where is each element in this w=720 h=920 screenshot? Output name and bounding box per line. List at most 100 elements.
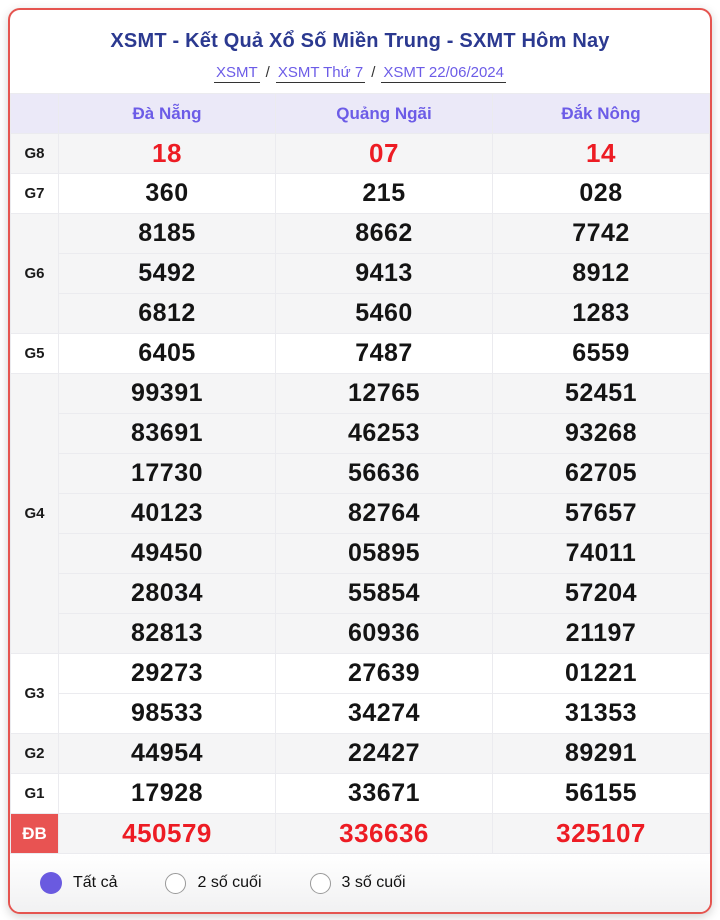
prize-row-G4-2: 83691 46253 93268 — [10, 413, 710, 454]
prize-value: 46253 — [275, 413, 493, 454]
prize-value: 028 — [492, 173, 710, 214]
prize-row-G6-3: 6812 5460 1283 — [10, 293, 710, 334]
prize-label-G8: G8 — [10, 133, 59, 174]
lottery-results-card: XSMT - Kết Quả Xổ Số Miền Trung - SXMT H… — [8, 8, 712, 914]
filter-option-last3[interactable]: 3 số cuối — [309, 872, 406, 894]
radio-unselected-icon — [165, 872, 187, 894]
prize-value: 56636 — [275, 453, 493, 494]
prize-row-G6-1: G6 8185 8662 7742 — [10, 213, 710, 334]
breadcrumb-separator: / — [371, 64, 376, 81]
prize-value: 14 — [492, 133, 710, 174]
prize-value: 56155 — [492, 773, 710, 814]
prize-value: 450579 — [58, 813, 276, 854]
prize-value: 28034 — [58, 573, 276, 614]
filter-option-last2[interactable]: 2 số cuối — [165, 872, 262, 894]
prize-value: 7742 — [492, 213, 710, 254]
prize-value: 336636 — [275, 813, 493, 854]
prize-value: 325107 — [492, 813, 710, 854]
prize-row-G2: G2 44954 22427 89291 — [10, 733, 710, 774]
prize-row-G7: G7 360 215 028 — [10, 173, 710, 214]
prize-row-G1: G1 17928 33671 56155 — [10, 773, 710, 814]
prize-value: 99391 — [58, 373, 276, 414]
prize-value: 44954 — [58, 733, 276, 774]
prize-label-G4: G4 — [10, 373, 59, 654]
prize-value: 49450 — [58, 533, 276, 574]
prize-value: 62705 — [492, 453, 710, 494]
prize-value: 40123 — [58, 493, 276, 534]
prize-label-G2: G2 — [10, 733, 59, 774]
prize-value: 52451 — [492, 373, 710, 414]
prize-value: 22427 — [275, 733, 493, 774]
prize-value: 98533 — [58, 693, 276, 734]
prize-value: 60936 — [275, 613, 493, 654]
prize-value: 8662 — [275, 213, 493, 254]
prize-label-G1: G1 — [10, 773, 59, 814]
prize-row-G4-7: 82813 60936 21197 — [10, 613, 710, 654]
prize-row-G8: G8 18 07 14 — [10, 133, 710, 174]
prize-value: 1283 — [492, 293, 710, 334]
prize-value: 8912 — [492, 253, 710, 294]
prize-value: 6559 — [492, 333, 710, 374]
filter-option-all[interactable]: Tất cả — [40, 872, 117, 894]
column-header-quang-ngai: Quảng Ngãi — [275, 93, 493, 134]
prize-value: 6405 — [58, 333, 276, 374]
prize-label-G3: G3 — [10, 653, 59, 734]
prize-value: 83691 — [58, 413, 276, 454]
breadcrumb-link-xsmt[interactable]: XSMT — [213, 64, 260, 83]
prize-value: 93268 — [492, 413, 710, 454]
column-header-dak-nong: Đắk Nông — [492, 93, 710, 134]
prize-row-G3-2: 98533 34274 31353 — [10, 693, 710, 734]
prize-value: 31353 — [492, 693, 710, 734]
prize-value: 6812 — [58, 293, 276, 334]
radio-label: Tất cả — [73, 874, 118, 891]
radio-label: 3 số cuối — [341, 874, 406, 891]
prize-value: 9413 — [275, 253, 493, 294]
prize-row-G5: G5 6405 7487 6559 — [10, 333, 710, 374]
prize-value: 17928 — [58, 773, 276, 814]
prize-value: 74011 — [492, 533, 710, 574]
prize-value: 215 — [275, 173, 493, 214]
prize-label-G6: G6 — [10, 213, 59, 334]
corner-cell — [10, 93, 59, 134]
results-table: Đà Nẵng Quảng Ngãi Đắk Nông G8 18 07 14 G7 36… — [10, 93, 710, 854]
results-header-row: Đà Nẵng Quảng Ngãi Đắk Nông — [10, 93, 710, 134]
prize-value: 89291 — [492, 733, 710, 774]
breadcrumb-separator: / — [265, 64, 270, 81]
prize-row-G4-6: 28034 55854 57204 — [10, 573, 710, 614]
prize-value: 18 — [58, 133, 276, 174]
prize-value: 34274 — [275, 693, 493, 734]
prize-row-G3-1: G3 29273 27639 01221 — [10, 653, 710, 734]
card-header: XSMT - Kết Quả Xổ Số Miền Trung - SXMT H… — [10, 10, 710, 83]
prize-value: 82813 — [58, 613, 276, 654]
prize-value: 55854 — [275, 573, 493, 614]
prize-value: 27639 — [275, 653, 493, 694]
prize-row-G4-5: 49450 05895 74011 — [10, 533, 710, 574]
prize-row-G4-3: 17730 56636 62705 — [10, 453, 710, 494]
prize-value: 5492 — [58, 253, 276, 294]
prize-value: 5460 — [275, 293, 493, 334]
prize-value: 360 — [58, 173, 276, 214]
prize-value: 57657 — [492, 493, 710, 534]
prize-value: 01221 — [492, 653, 710, 694]
prize-label-ĐB: ĐB — [10, 813, 59, 854]
breadcrumb-link-xsmt-thu7[interactable]: XSMT Thứ 7 — [275, 64, 366, 83]
results-body: G8 18 07 14 G7 360 215 028 G6 8185 8662 7742 5492 941… — [10, 133, 710, 854]
prize-row-G4-4: 40123 82764 57657 — [10, 493, 710, 534]
prize-row-ĐB: ĐB 450579 336636 325107 — [10, 813, 710, 854]
prize-value: 21197 — [492, 613, 710, 654]
prize-value: 57204 — [492, 573, 710, 614]
prize-label-G5: G5 — [10, 333, 59, 374]
prize-row-G4-1: G4 99391 12765 52451 — [10, 373, 710, 654]
filter-options: Tất cả 2 số cuối 3 số cuối — [10, 854, 710, 912]
radio-unselected-icon — [309, 872, 331, 894]
prize-value: 12765 — [275, 373, 493, 414]
prize-value: 7487 — [275, 333, 493, 374]
prize-value: 29273 — [58, 653, 276, 694]
column-header-da-nang: Đà Nẵng — [58, 93, 276, 134]
prize-label-G7: G7 — [10, 173, 59, 214]
radio-selected-icon — [40, 872, 62, 894]
breadcrumb: XSMT / XSMT Thứ 7 / XSMT 22/06/2024 — [10, 64, 710, 83]
breadcrumb-link-xsmt-date[interactable]: XSMT 22/06/2024 — [381, 64, 506, 83]
prize-row-G6-2: 5492 9413 8912 — [10, 253, 710, 294]
page-title: XSMT - Kết Quả Xổ Số Miền Trung - SXMT H… — [110, 30, 610, 52]
